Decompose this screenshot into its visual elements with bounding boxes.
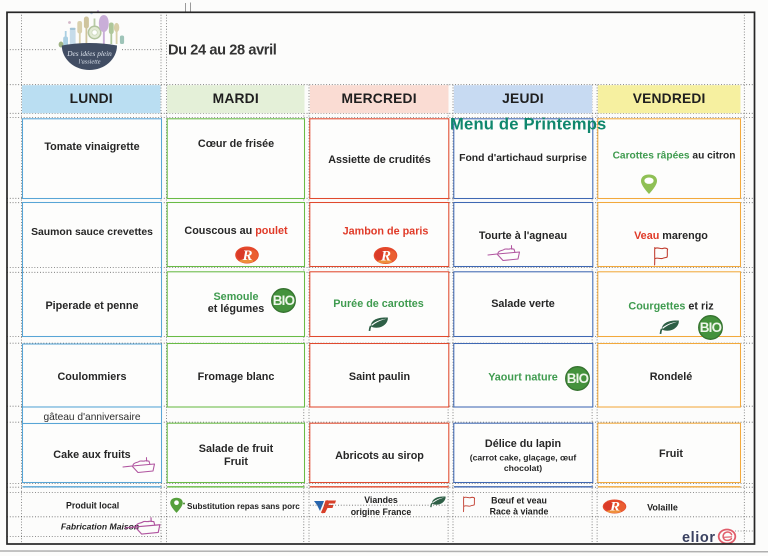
- svg-text:l'assiette: l'assiette: [79, 59, 101, 66]
- svg-text:Du 24 au 28 avril: Du 24 au 28 avril: [168, 43, 277, 59]
- svg-text:Menu de Printemps: Menu de Printemps: [450, 115, 606, 134]
- svg-text:Salade verte: Salade verte: [491, 298, 555, 310]
- svg-text:Saint paulin: Saint paulin: [349, 371, 410, 383]
- svg-text:Bœuf et veau: Bœuf et veau: [491, 495, 547, 505]
- svg-text:et légumes: et légumes: [208, 303, 264, 315]
- svg-text:Assiette de crudités: Assiette de crudités: [328, 154, 431, 166]
- svg-text:Cake aux fruits: Cake aux fruits: [53, 449, 130, 461]
- svg-text:Produit local: Produit local: [66, 501, 119, 511]
- svg-text:Fromage blanc: Fromage blanc: [198, 371, 275, 383]
- svg-text:Piperade et penne: Piperade et penne: [45, 300, 138, 312]
- svg-text:gâteau d'anniversaire: gâteau d'anniversaire: [43, 412, 140, 423]
- svg-text:Substitution repas sans porc: Substitution repas sans porc: [187, 502, 300, 511]
- svg-text:Abricots au sirop: Abricots au sirop: [335, 450, 424, 462]
- svg-text:Salade de fruit: Salade de fruit: [199, 443, 274, 455]
- svg-text:Courgettes et riz: Courgettes et riz: [628, 301, 714, 313]
- svg-text:Couscous au poulet: Couscous au poulet: [184, 225, 288, 237]
- svg-text:Tourte à l'agneau: Tourte à l'agneau: [479, 230, 567, 242]
- svg-text:Jambon de paris: Jambon de paris: [343, 226, 429, 238]
- svg-text:Viandes: Viandes: [364, 495, 398, 505]
- svg-text:Fruit: Fruit: [659, 448, 683, 460]
- svg-text:Purée de carottes: Purée de carottes: [333, 298, 424, 310]
- svg-text:Tomate vinaigrette: Tomate vinaigrette: [44, 141, 139, 153]
- svg-text:LUNDI: LUNDI: [70, 91, 113, 106]
- svg-text:Cœur de frisée: Cœur de frisée: [198, 138, 274, 150]
- svg-text:origine France: origine France: [351, 507, 412, 517]
- svg-text:MERCREDI: MERCREDI: [342, 91, 417, 106]
- svg-text:Fruit: Fruit: [224, 456, 248, 468]
- svg-text:Veau marengo: Veau marengo: [634, 230, 708, 242]
- svg-text:elior: elior: [682, 530, 716, 546]
- svg-text:chocolat): chocolat): [504, 463, 542, 473]
- svg-text:JEUDI: JEUDI: [502, 91, 544, 106]
- svg-text:Race à viande: Race à viande: [490, 506, 549, 516]
- svg-text:Délice du lapin: Délice du lapin: [485, 438, 561, 450]
- svg-text:Rondelé: Rondelé: [650, 371, 693, 383]
- svg-text:MARDI: MARDI: [213, 91, 259, 106]
- svg-text:Des idées plein: Des idées plein: [66, 49, 112, 58]
- svg-text:(carrot cake, glaçage, œuf: (carrot cake, glaçage, œuf: [470, 453, 577, 463]
- svg-text:Carottes râpées au citron: Carottes râpées au citron: [613, 151, 736, 162]
- svg-text:Saumon sauce crevettes: Saumon sauce crevettes: [31, 227, 153, 238]
- svg-text:Fabrication Maison: Fabrication Maison: [61, 522, 139, 532]
- svg-text:Semoule: Semoule: [213, 291, 258, 303]
- svg-text:Fond d'artichaud surprise: Fond d'artichaud surprise: [459, 153, 587, 164]
- svg-text:Coulommiers: Coulommiers: [58, 371, 127, 383]
- svg-text:Yaourt nature: Yaourt nature: [488, 372, 558, 384]
- svg-text:VENDREDI: VENDREDI: [633, 91, 706, 106]
- svg-text:Volaille: Volaille: [647, 503, 678, 513]
